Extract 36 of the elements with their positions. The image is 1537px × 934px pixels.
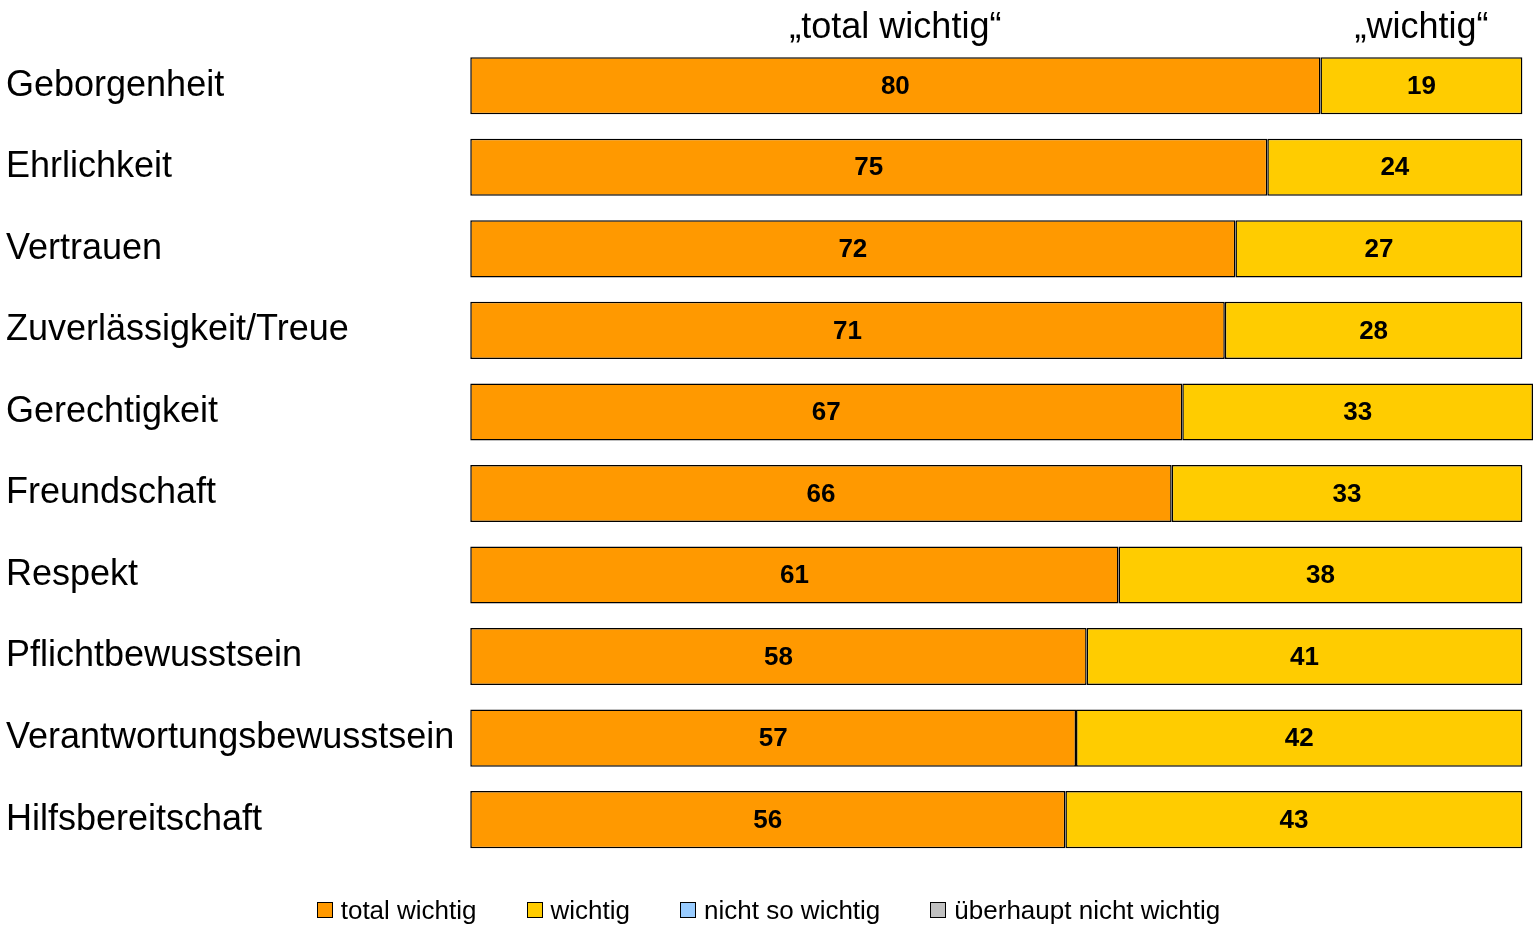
y-tick-label: Vertrauen (6, 225, 163, 267)
data-label: 67 (811, 396, 841, 427)
annotation: „total wichtig“ (789, 5, 1002, 46)
data-label: 28 (1359, 314, 1389, 345)
data-label: 71 (833, 314, 862, 345)
data-label: 58 (763, 640, 793, 671)
y-tick-label: Gerechtigkeit (6, 388, 219, 430)
y-tick-label: Geborgenheit (6, 62, 225, 104)
y-tick-label: Pflichtbewusstsein (6, 633, 303, 675)
data-label: 72 (838, 233, 868, 264)
y-tick-label: Hilfsbereitschaft (6, 796, 263, 838)
y-tick-label: Ehrlichkeit (6, 144, 173, 186)
legend-label: wichtig (550, 894, 631, 926)
y-tick-label: Respekt (6, 551, 139, 593)
y-tick-label: Freundschaft (6, 470, 217, 512)
data-label: 27 (1364, 233, 1394, 264)
data-label: 66 (806, 477, 836, 508)
y-tick-label: Zuverlässigkeit/Treue (6, 307, 349, 349)
data-label: 38 (1305, 559, 1335, 590)
data-label: 43 (1279, 803, 1309, 834)
series-label: total wichtig (340, 894, 477, 926)
data-label: 41 (1290, 640, 1319, 671)
data-label: 75 (854, 151, 884, 182)
legend-label: nicht so wichtig (704, 894, 881, 926)
data-label: 56 (753, 803, 783, 834)
data-label: 19 (1406, 69, 1436, 100)
data-label: 33 (1343, 396, 1373, 427)
data-label: 57 (758, 722, 788, 753)
data-label: 61 (779, 559, 809, 590)
data-label: 42 (1284, 722, 1314, 753)
data-label: 33 (1332, 477, 1362, 508)
y-tick-label: Verantwortungsbewusstsein (6, 715, 455, 757)
data-label: 80 (880, 69, 910, 100)
legend-label: überhaupt nicht wichtig (954, 894, 1221, 926)
annotation: „wichtig“ (1354, 5, 1489, 46)
data-label: 24 (1380, 151, 1410, 182)
